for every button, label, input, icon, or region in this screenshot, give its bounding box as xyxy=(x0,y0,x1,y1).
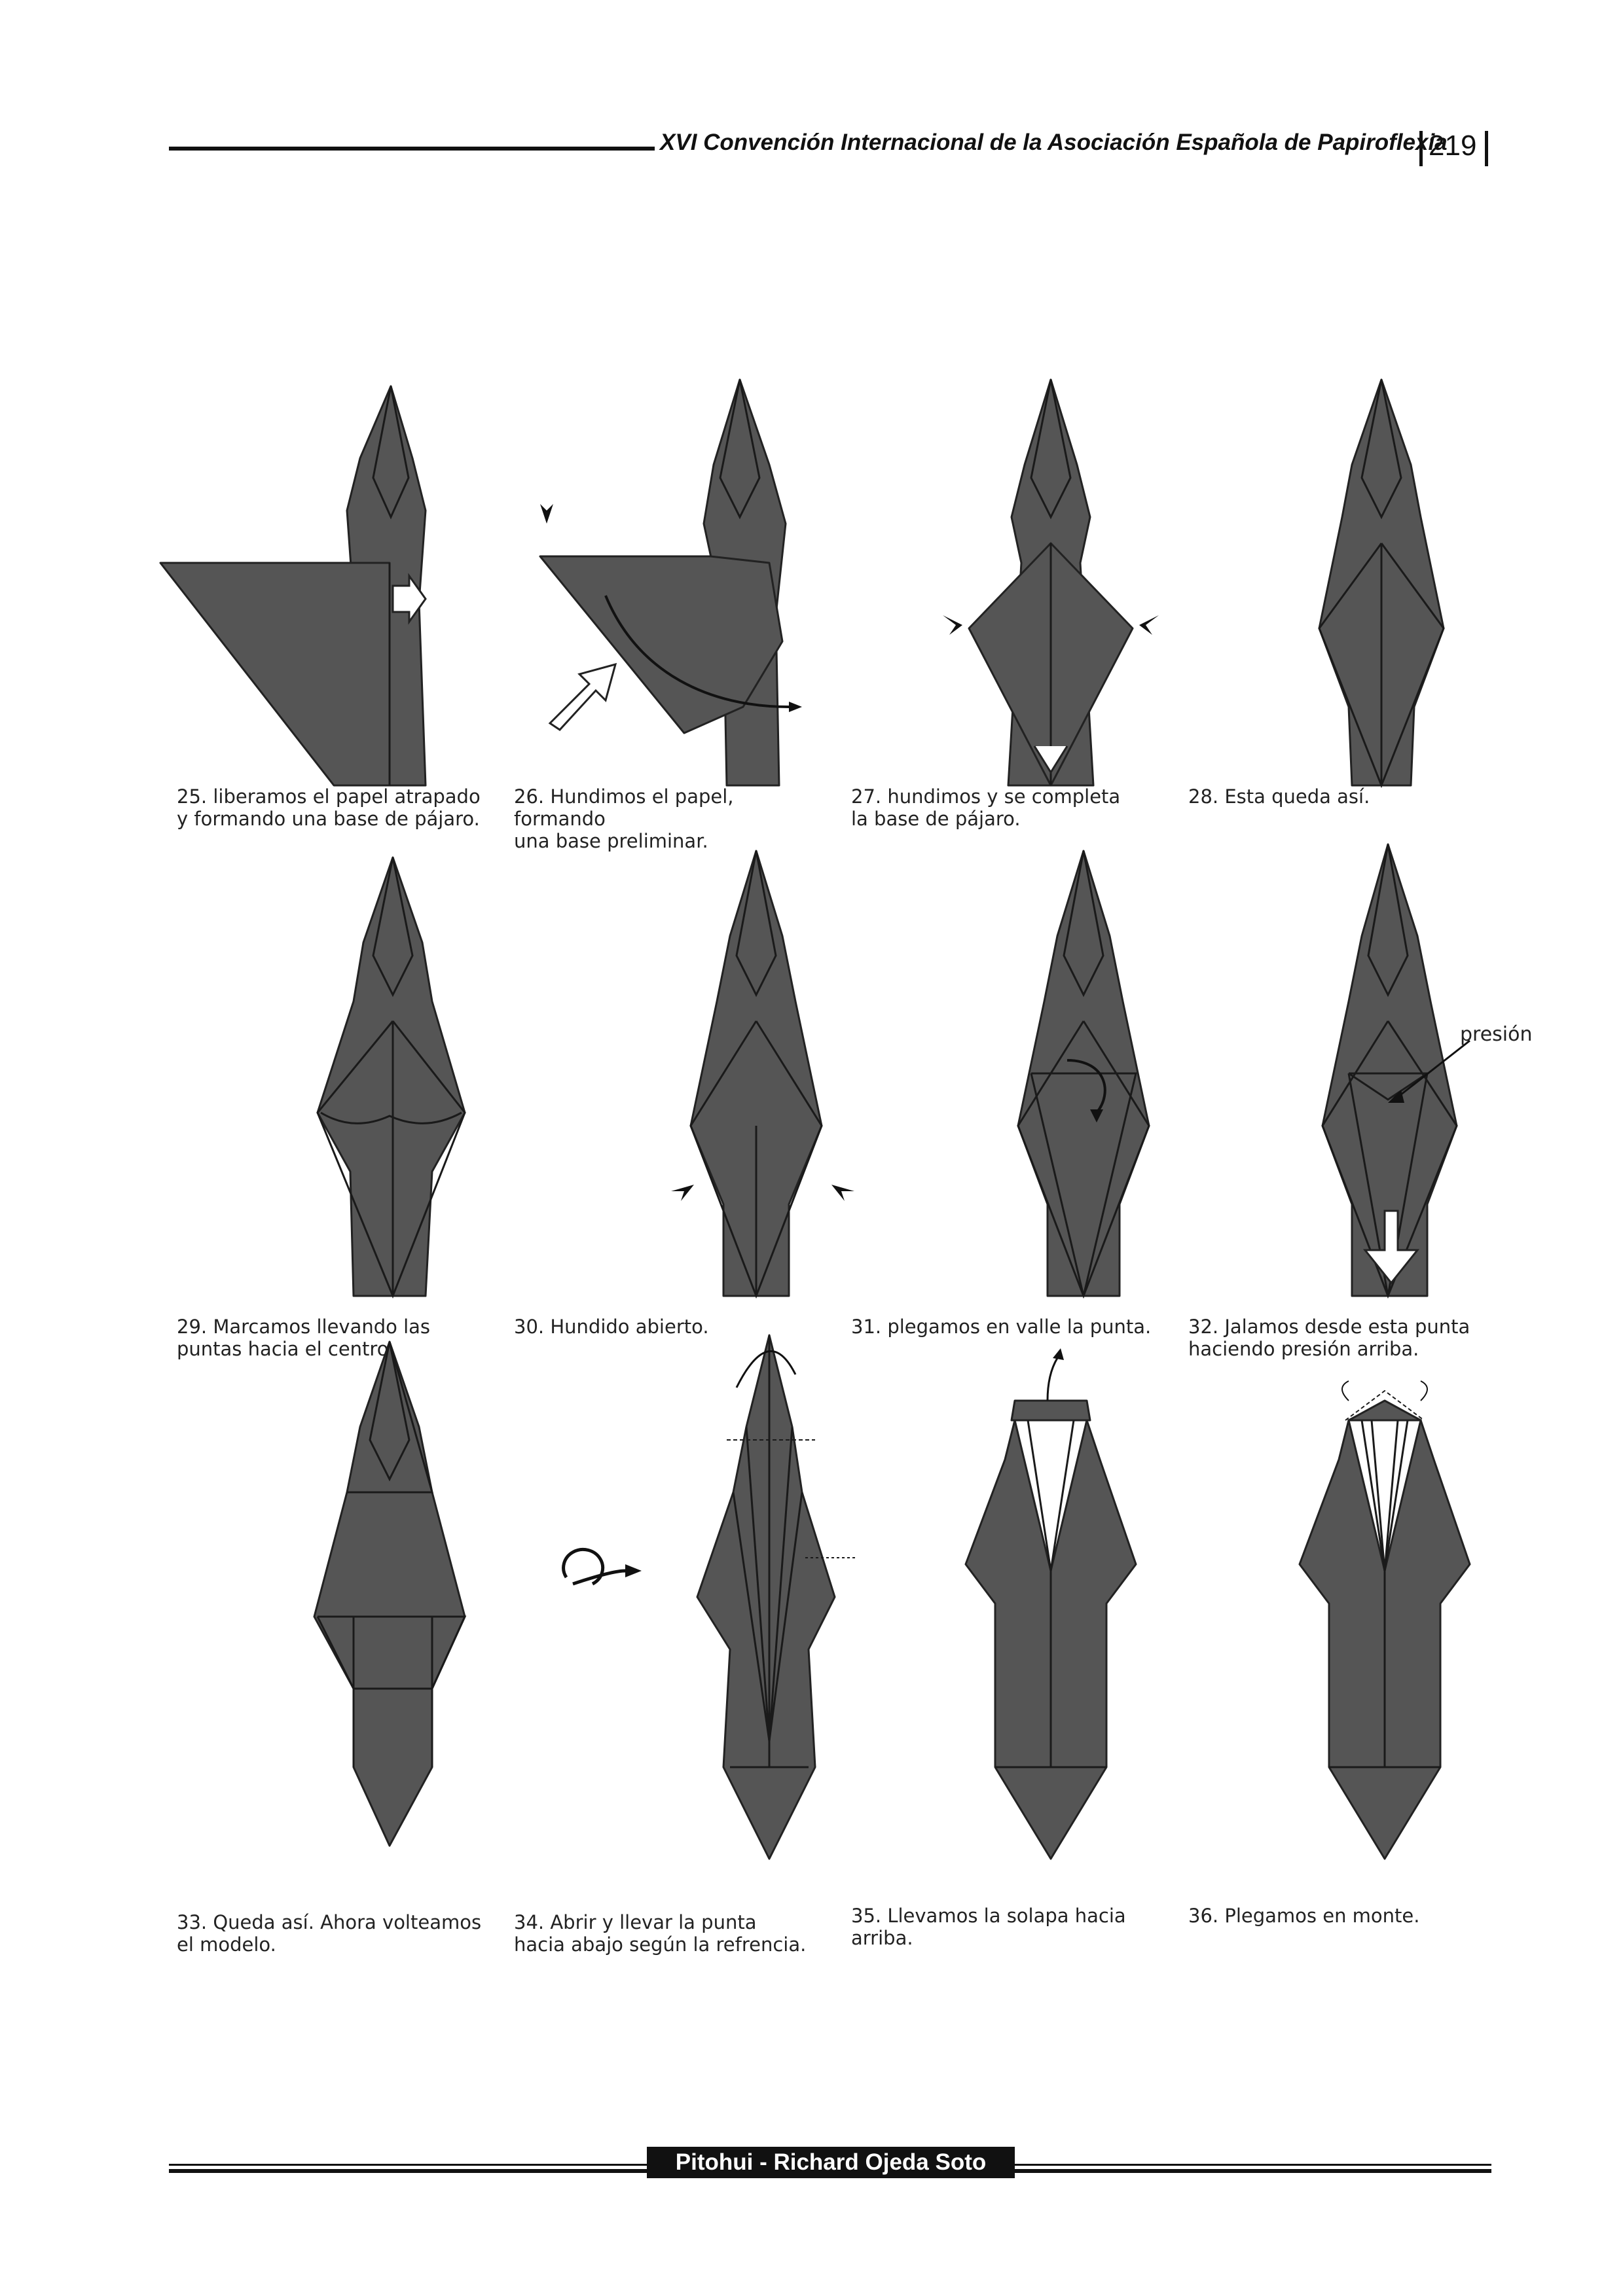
step-33: 33. Queda así. Ahora volteamos el modelo… xyxy=(157,1340,494,1956)
step-30-caption: 30. Hundido abierto. xyxy=(514,1316,709,1338)
step-30-diagram xyxy=(671,850,854,1299)
page-number-bar-left xyxy=(1419,131,1423,166)
step-28: 28. Esta queda así. xyxy=(1169,367,1506,864)
step-32: presión 32. Jalamos desde esta punta hac… xyxy=(1169,843,1533,1361)
page-number: 219 xyxy=(1429,130,1477,162)
page-header-title: XVI Convención Internacional de la Asoci… xyxy=(660,130,1448,155)
step-33-diagram xyxy=(313,1340,467,1847)
step-29-caption: 29. Marcamos llevando las puntas hacia e… xyxy=(177,1316,431,1360)
pressure-label: presión xyxy=(1460,1023,1533,1046)
step-31-diagram xyxy=(1017,850,1150,1299)
step-36-diagram xyxy=(1298,1380,1471,1860)
step-25-diagram xyxy=(159,385,427,787)
step-29: 29. Marcamos llevando las puntas hacia e… xyxy=(157,856,494,1361)
step-29-diagram xyxy=(316,856,466,1299)
step-36: 36. Plegamos en monte. xyxy=(1169,1374,1506,1927)
step-35: 35. Llevamos la solapa hacia arriba. xyxy=(831,1348,1169,1949)
step-26-caption: 26. Hundimos el papel, formando una base… xyxy=(514,785,734,852)
page-number-bar-right xyxy=(1485,131,1488,166)
step-33-caption: 33. Queda así. Ahora volteamos el modelo… xyxy=(177,1911,482,1956)
step-36-caption: 36. Plegamos en monte. xyxy=(1188,1905,1420,1927)
step-27-diagram xyxy=(943,378,1159,787)
step-34-caption: 34. Abrir y llevar la punta hacia abajo … xyxy=(514,1911,807,1956)
step-35-caption: 35. Llevamos la solapa hacia arriba. xyxy=(851,1905,1126,1949)
step-26-diagram xyxy=(539,378,802,787)
step-32-caption: 32. Jalamos desde esta punta haciendo pr… xyxy=(1188,1316,1470,1360)
step-35-diagram xyxy=(964,1348,1137,1860)
step-25-caption: 25. liberamos el papel atrapado y forman… xyxy=(177,785,481,830)
folding-diagram: 25. liberamos el papel atrapado y forman… xyxy=(157,367,1533,1956)
step-25: 25. liberamos el papel atrapado y forman… xyxy=(157,367,494,864)
step-28-diagram xyxy=(1318,378,1445,789)
step-30: 30. Hundido abierto. xyxy=(494,850,854,1361)
step-26: 26. Hundimos el papel, formando una base… xyxy=(494,367,831,864)
footer-credit: Pitohui - Richard Ojeda Soto xyxy=(647,2147,1015,2178)
step-31-caption: 31. plegamos en valle la punta. xyxy=(851,1316,1152,1338)
step-34-diagram xyxy=(562,1334,858,1860)
step-27-caption: 27. hundimos y se completa la base de pá… xyxy=(851,785,1121,830)
step-27: 27. hundimos y se completa la base de pá… xyxy=(831,367,1169,864)
step-34: 34. Abrir y llevar la punta hacia abajo … xyxy=(494,1334,858,1956)
step-28-caption: 28. Esta queda así. xyxy=(1188,785,1370,808)
step-31: 31. plegamos en valle la punta. xyxy=(831,850,1169,1361)
header-rule xyxy=(169,147,655,151)
step-32-diagram: presión xyxy=(1321,843,1533,1299)
